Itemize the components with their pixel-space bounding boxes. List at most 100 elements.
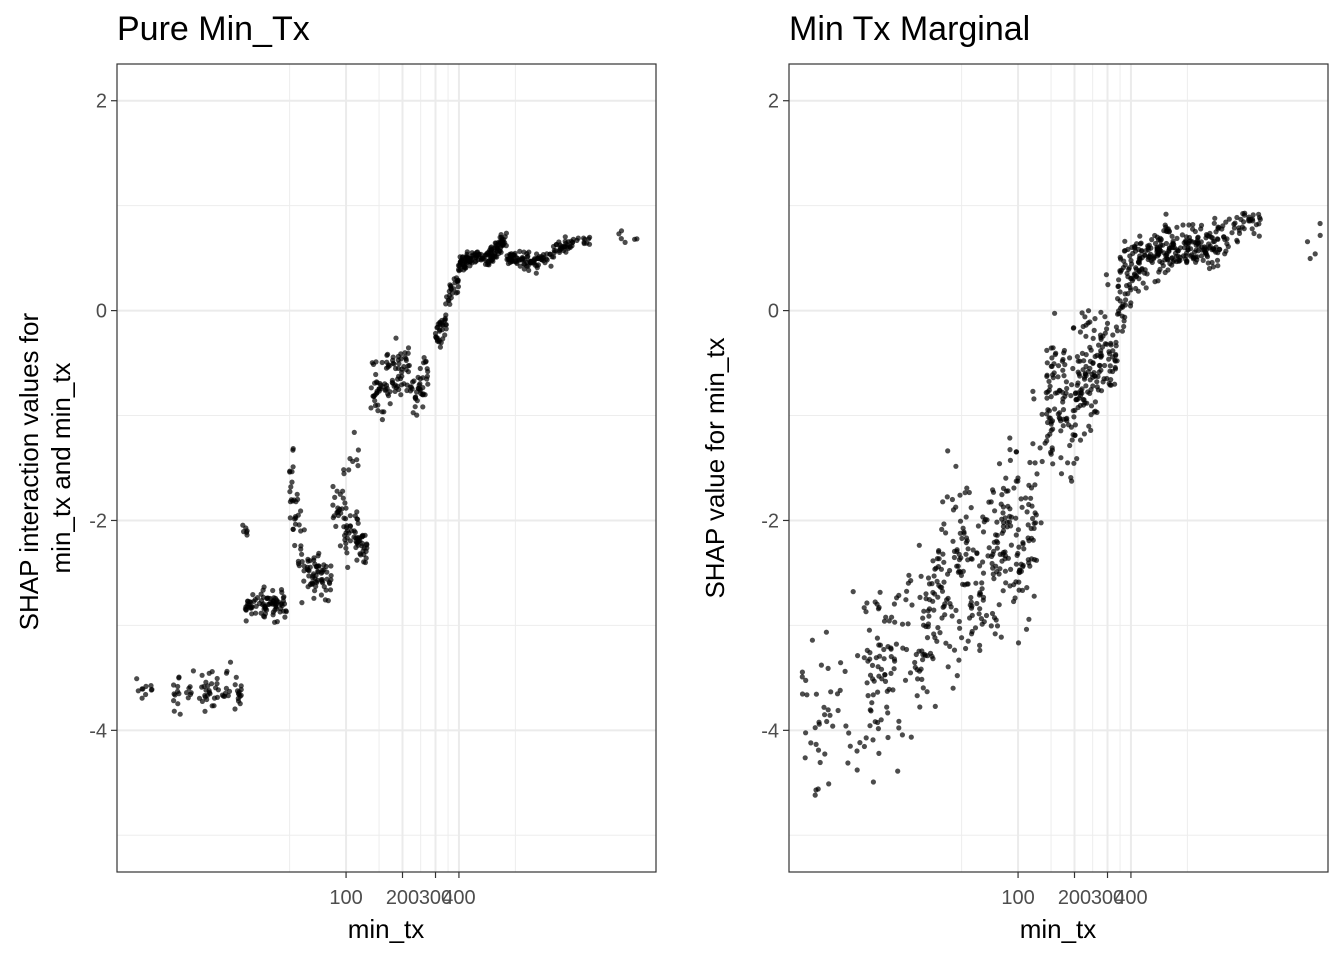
- data-point: [902, 677, 909, 683]
- data-point: [405, 345, 412, 351]
- data-point: [1186, 234, 1192, 241]
- data-point: [935, 625, 941, 631]
- data-point: [1069, 437, 1075, 443]
- data-point: [934, 556, 941, 562]
- data-point: [457, 267, 463, 273]
- data-point: [350, 458, 356, 464]
- data-point: [1048, 449, 1054, 455]
- data-point: [892, 619, 898, 625]
- data-point: [1005, 488, 1011, 494]
- data-point: [345, 564, 351, 571]
- data-point: [875, 726, 882, 732]
- data-point: [813, 741, 819, 748]
- data-point: [891, 601, 898, 607]
- data-point: [1128, 287, 1134, 293]
- data-point: [993, 532, 999, 538]
- data-point: [1092, 353, 1098, 360]
- data-point: [171, 698, 177, 704]
- data-point: [1112, 357, 1118, 363]
- data-point: [393, 385, 399, 391]
- data-point: [414, 412, 420, 418]
- data-point: [1215, 263, 1221, 269]
- data-point: [1050, 461, 1056, 467]
- data-point: [1091, 327, 1097, 333]
- data-point: [1220, 223, 1226, 229]
- data-point: [884, 704, 890, 710]
- data-point: [812, 725, 818, 731]
- data-point: [469, 250, 475, 256]
- data-point: [882, 678, 889, 685]
- data-point: [298, 543, 304, 549]
- data-point: [1004, 519, 1010, 525]
- data-point: [1226, 216, 1232, 222]
- data-point: [553, 242, 559, 248]
- data-point: [1015, 527, 1022, 533]
- x-axis-label: min_tx: [348, 914, 425, 944]
- data-point: [899, 732, 906, 738]
- data-point: [1148, 258, 1154, 264]
- data-point: [313, 583, 319, 590]
- data-point: [827, 712, 833, 718]
- data-point: [373, 371, 379, 378]
- data-point: [405, 363, 411, 369]
- data-point: [1013, 515, 1019, 521]
- data-point: [923, 623, 929, 630]
- data-point: [249, 611, 255, 617]
- data-point: [1136, 260, 1142, 266]
- data-point: [893, 641, 900, 647]
- data-point: [826, 781, 832, 787]
- data-point: [355, 447, 361, 453]
- data-point: [817, 759, 823, 766]
- data-point: [861, 605, 867, 611]
- data-point: [1165, 257, 1171, 263]
- data-point: [809, 637, 816, 643]
- data-point: [1205, 260, 1211, 266]
- data-point: [1080, 367, 1086, 373]
- data-point: [888, 670, 894, 677]
- data-point: [1114, 328, 1121, 334]
- data-point: [925, 608, 931, 614]
- data-point: [977, 647, 983, 654]
- data-point: [1024, 509, 1030, 515]
- data-point: [377, 380, 383, 387]
- data-point: [1169, 242, 1175, 248]
- data-point: [1136, 276, 1142, 282]
- data-point: [1117, 268, 1123, 274]
- data-point: [383, 387, 389, 393]
- data-point: [976, 611, 982, 617]
- data-point: [965, 581, 971, 587]
- data-point: [1139, 266, 1145, 273]
- data-point: [364, 545, 370, 551]
- data-point: [467, 255, 474, 261]
- data-point: [937, 584, 944, 590]
- data-point: [1049, 355, 1055, 361]
- data-point: [1179, 232, 1185, 238]
- data-point: [280, 595, 286, 601]
- data-point: [1047, 383, 1053, 389]
- data-point: [1048, 427, 1054, 433]
- data-point: [1044, 438, 1050, 444]
- data-point: [980, 594, 987, 601]
- data-point: [618, 236, 624, 242]
- data-point: [1049, 363, 1055, 369]
- data-point: [278, 587, 285, 593]
- data-point: [135, 688, 141, 694]
- data-point: [944, 597, 950, 603]
- data-point: [223, 685, 229, 692]
- data-point: [1014, 552, 1020, 559]
- data-point: [1234, 214, 1240, 221]
- data-point: [581, 235, 587, 241]
- data-point: [251, 598, 257, 605]
- data-point: [1213, 229, 1219, 235]
- data-point: [828, 689, 834, 695]
- data-point: [907, 670, 914, 676]
- data-point: [390, 354, 396, 360]
- data-point: [1073, 396, 1079, 402]
- data-point: [979, 621, 985, 627]
- data-point: [343, 525, 350, 531]
- data-point: [1127, 253, 1133, 259]
- y-axis-ticks: -4 -2 0 2: [761, 91, 789, 742]
- data-point: [267, 595, 273, 602]
- data-point: [821, 704, 827, 710]
- data-point: [1026, 501, 1032, 508]
